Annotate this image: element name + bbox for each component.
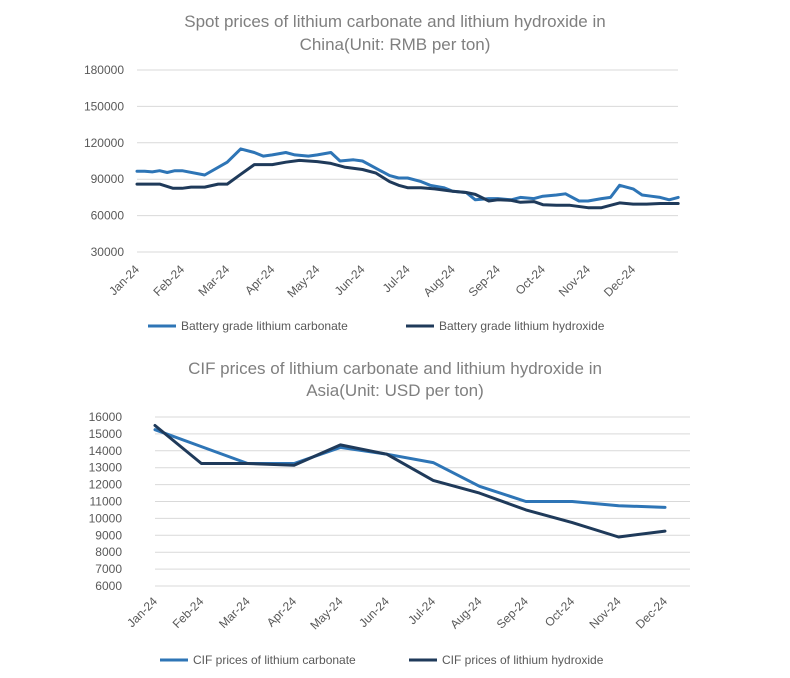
x-tick-label: Feb-24: [170, 594, 207, 631]
x-tick-label: Jan-24: [106, 262, 142, 298]
x-tick-label: Mar-24: [196, 262, 233, 299]
x-tick-label: May-24: [284, 262, 322, 300]
y-tick-label: 180000: [84, 63, 124, 77]
chart1-title-line1: Spot prices of lithium carbonate and lit…: [184, 12, 605, 31]
chart1-title-line2: China(Unit: RMB per ton): [300, 35, 491, 54]
x-tick-label: Oct-24: [542, 594, 578, 630]
y-tick-label: 12000: [89, 478, 123, 492]
chart1-legend: Battery grade lithium carbonate Battery …: [148, 319, 605, 333]
chart2-title-line1: CIF prices of lithium carbonate and lith…: [188, 359, 602, 378]
chart2-legend: CIF prices of lithium carbonate CIF pric…: [160, 653, 604, 667]
x-tick-label: Apr-24: [242, 262, 278, 298]
chart1-x-axis: Jan-24 Feb-24 Mar-24 Apr-24 May-24 Jun-24 Jul-…: [106, 262, 638, 300]
x-tick-label: Jul-24: [380, 262, 413, 295]
chart2-series: [153, 424, 667, 539]
x-tick-label: Nov-24: [556, 262, 593, 299]
chart2-title-line2: Asia(Unit: USD per ton): [306, 381, 484, 400]
y-tick-label: 120000: [84, 136, 124, 150]
cif-price-chart: CIF prices of lithium carbonate and lith…: [89, 359, 690, 667]
x-tick-label: Aug-24: [447, 594, 484, 631]
x-tick-label: Feb-24: [150, 262, 187, 299]
legend-label-cif-carbonate: CIF prices of lithium carbonate: [193, 653, 356, 667]
x-tick-label: Sep-24: [494, 594, 531, 631]
x-tick-label: Jan-24: [124, 594, 160, 630]
series-line-hydroxide: [153, 424, 667, 539]
x-tick-label: Jun-24: [332, 262, 368, 298]
chart1-series: [135, 147, 680, 210]
chart1-y-axis: 30000 60000 90000 120000 150000 180000: [84, 63, 124, 259]
y-tick-label: 16000: [89, 410, 123, 424]
y-tick-label: 7000: [95, 562, 122, 576]
x-tick-label: Aug-24: [421, 262, 458, 299]
x-tick-label: Dec-24: [633, 594, 670, 631]
y-tick-label: 11000: [90, 495, 123, 509]
y-tick-label: 30000: [91, 245, 125, 259]
y-tick-label: 9000: [95, 528, 122, 542]
y-tick-label: 15000: [89, 427, 123, 441]
series-line-carbonate: [153, 428, 667, 509]
legend-label-hydroxide: Battery grade lithium hydroxide: [439, 319, 605, 333]
x-tick-label: May-24: [307, 594, 345, 632]
y-tick-label: 10000: [89, 511, 123, 525]
x-tick-label: Sep-24: [466, 262, 503, 299]
x-tick-label: Oct-24: [513, 262, 549, 298]
y-tick-label: 13000: [89, 461, 123, 475]
legend-label-carbonate: Battery grade lithium carbonate: [181, 319, 348, 333]
y-tick-label: 90000: [91, 172, 125, 186]
x-tick-label: Nov-24: [586, 594, 623, 631]
spot-price-chart: Spot prices of lithium carbonate and lit…: [84, 12, 680, 333]
chart2-x-axis: Jan-24 Feb-24 Mar-24 Apr-24 May-24 Jun-24 Jul-…: [124, 594, 670, 632]
y-tick-label: 14000: [89, 444, 123, 458]
series-line-carbonate: [135, 147, 680, 203]
x-tick-label: Jun-24: [356, 594, 392, 630]
legend-label-cif-hydroxide: CIF prices of lithium hydroxide: [442, 653, 604, 667]
chart2-gridlines: [155, 416, 690, 587]
y-tick-label: 60000: [91, 209, 125, 223]
x-tick-label: Mar-24: [216, 594, 253, 631]
chart1-gridlines: [137, 69, 678, 253]
y-tick-label: 6000: [95, 579, 122, 593]
x-tick-label: Jul-24: [405, 594, 438, 627]
series-line-hydroxide: [135, 158, 680, 210]
y-tick-label: 150000: [84, 99, 124, 113]
x-tick-label: Apr-24: [264, 594, 300, 630]
chart2-y-axis: 6000 7000 8000 9000 10000 11000 12000 13000 1400…: [89, 410, 123, 593]
x-tick-label: Dec-24: [601, 262, 638, 299]
y-tick-label: 8000: [95, 545, 122, 559]
